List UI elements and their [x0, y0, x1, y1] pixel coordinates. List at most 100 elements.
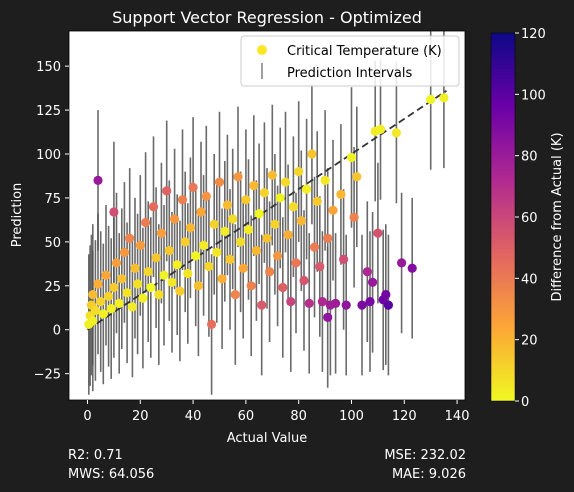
data-point-92 [315, 261, 325, 272]
data-point-62 [236, 237, 246, 247]
stat-mse: MSE: 232.02 [384, 448, 466, 463]
data-point-52 [209, 219, 219, 229]
data-point-50 [204, 261, 214, 272]
legend-label-critical-temperature: Critical Temperature (K) [287, 44, 442, 59]
data-point-34 [162, 186, 172, 196]
data-point-25 [138, 293, 148, 303]
colorbar-label: Difference from Actual (K) [550, 132, 565, 301]
data-point-98 [328, 205, 338, 215]
data-point-11 [104, 291, 114, 301]
data-point-107 [362, 267, 372, 277]
data-point-20 [125, 233, 135, 243]
data-point-67 [249, 181, 259, 191]
data-point-103 [346, 152, 357, 163]
data-point-80 [283, 230, 293, 240]
data-point-114 [381, 290, 391, 300]
data-point-58 [225, 254, 235, 264]
data-point-61 [233, 172, 243, 182]
stat-mws: MWS: 64.056 [68, 467, 155, 482]
y-tick-label-25: 25 [44, 280, 61, 295]
data-point-106 [357, 300, 367, 310]
colorbar-tick-label-80: 80 [521, 150, 538, 165]
data-point-75 [270, 219, 280, 229]
data-point-9 [98, 309, 108, 319]
data-point-36 [167, 277, 177, 287]
data-point-5 [90, 305, 100, 315]
data-point-38 [172, 260, 182, 270]
y-tick-label-100: 100 [36, 148, 61, 163]
data-point-59 [228, 214, 238, 224]
data-point-63 [238, 263, 248, 273]
data-point-55 [217, 274, 227, 284]
data-point-41 [180, 237, 190, 247]
data-point-116 [391, 128, 401, 138]
legend-marker-icon [257, 45, 267, 55]
data-point-46 [193, 281, 203, 291]
x-tick-label-100: 100 [339, 409, 364, 424]
y-tick-label-125: 125 [36, 104, 61, 119]
data-point-79 [280, 177, 291, 187]
x-axis-label: Actual Value [227, 431, 308, 445]
data-point-56 [220, 226, 230, 236]
data-point-48 [199, 240, 209, 250]
data-point-69 [254, 209, 264, 219]
data-point-108 [365, 297, 375, 307]
data-point-84 [294, 167, 304, 177]
x-tick-label-60: 60 [238, 409, 255, 424]
data-point-109 [368, 277, 378, 287]
data-point-111 [373, 228, 383, 238]
x-tick-label-20: 20 [132, 409, 149, 424]
data-point-43 [185, 223, 195, 233]
data-point-21 [127, 302, 137, 312]
data-point-85 [296, 216, 306, 226]
data-point-101 [339, 254, 349, 264]
data-point-78 [278, 282, 288, 293]
data-point-105 [352, 172, 362, 182]
data-point-104 [349, 212, 359, 222]
data-point-3 [88, 316, 98, 326]
data-point-120 [439, 93, 449, 103]
data-point-17 [117, 274, 127, 284]
colorbar-tick-label-20: 20 [521, 334, 538, 349]
data-point-51 [207, 319, 217, 329]
data-point-18 [119, 247, 129, 257]
data-point-26 [141, 217, 151, 228]
data-point-96 [323, 312, 333, 322]
data-point-16 [114, 298, 124, 308]
stat-mae: MAE: 9.026 [391, 467, 466, 482]
x-tick-label-0: 0 [83, 409, 91, 424]
data-point-12 [106, 304, 116, 314]
data-point-77 [275, 193, 285, 203]
data-point-115 [383, 300, 393, 310]
data-point-94 [320, 175, 330, 185]
data-point-33 [159, 270, 169, 280]
data-point-71 [259, 188, 269, 198]
data-point-53 [212, 247, 222, 257]
data-point-13 [109, 207, 119, 217]
chart-svg: 0 20 40 60 80 100 120 140 −25 0 25 50 75 100 125 150 S… [10, 8, 565, 445]
data-point-70 [257, 300, 267, 310]
data-point-90 [309, 242, 320, 252]
data-point-65 [243, 225, 254, 235]
data-point-82 [288, 202, 298, 212]
data-point-39 [175, 286, 185, 296]
stat-r2: R2: 0.71 [68, 448, 123, 463]
data-point-88 [304, 298, 314, 308]
data-point-73 [265, 267, 275, 277]
data-point-102 [341, 300, 351, 310]
data-point-15 [111, 258, 122, 268]
data-point-49 [201, 191, 211, 201]
data-point-14 [109, 282, 119, 293]
data-point-35 [164, 246, 174, 256]
data-point-83 [291, 258, 301, 268]
data-point-81 [286, 297, 296, 307]
data-point-118 [407, 263, 417, 273]
data-point-40 [177, 195, 188, 205]
data-point-119 [426, 94, 436, 105]
data-point-44 [188, 182, 198, 192]
data-point-100 [336, 189, 346, 199]
data-point-117 [397, 258, 407, 268]
colorbar: 0 20 40 60 80 100 120 Difference from Actual (… [490, 27, 565, 410]
y-tick-label-0: 0 [53, 324, 61, 339]
